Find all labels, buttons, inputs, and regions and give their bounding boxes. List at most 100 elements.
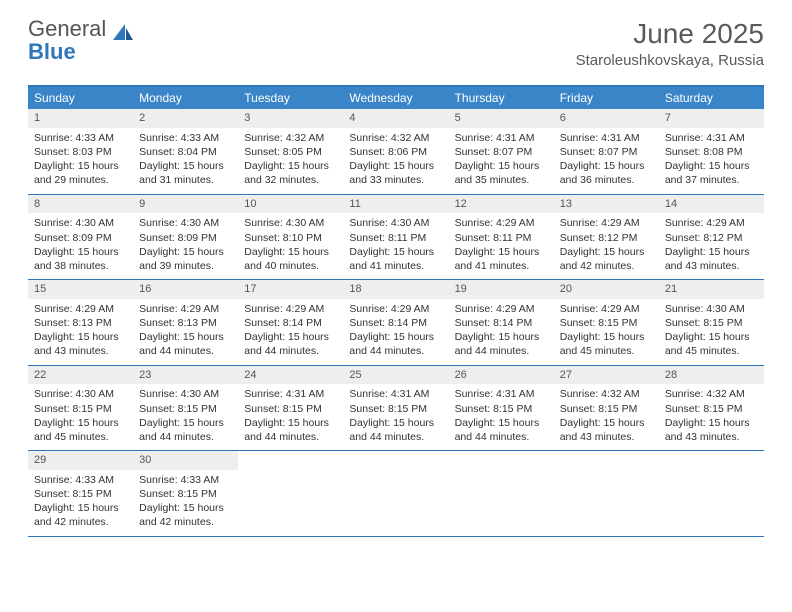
day-body: Sunrise: 4:29 AMSunset: 8:14 PMDaylight:… [343,299,448,365]
day-cell [238,451,343,536]
day-cell: 10Sunrise: 4:30 AMSunset: 8:10 PMDayligh… [238,195,343,280]
day-number: 23 [133,366,238,385]
day-cell [659,451,764,536]
sunrise-line: Sunrise: 4:30 AM [349,216,442,230]
day-body: Sunrise: 4:30 AMSunset: 8:10 PMDaylight:… [238,213,343,279]
sunset-line: Sunset: 8:05 PM [244,145,337,159]
day-number: 17 [238,280,343,299]
day-cell: 1Sunrise: 4:33 AMSunset: 8:03 PMDaylight… [28,109,133,194]
day-body: Sunrise: 4:29 AMSunset: 8:12 PMDaylight:… [659,213,764,279]
day-cell: 19Sunrise: 4:29 AMSunset: 8:14 PMDayligh… [449,280,554,365]
daylight-line: Daylight: 15 hours and 44 minutes. [349,416,442,444]
daylight-line: Daylight: 15 hours and 43 minutes. [560,416,653,444]
day-cell: 15Sunrise: 4:29 AMSunset: 8:13 PMDayligh… [28,280,133,365]
sunset-line: Sunset: 8:03 PM [34,145,127,159]
sunrise-line: Sunrise: 4:32 AM [665,387,758,401]
sunrise-line: Sunrise: 4:31 AM [244,387,337,401]
daylight-line: Daylight: 15 hours and 40 minutes. [244,245,337,273]
daylight-line: Daylight: 15 hours and 32 minutes. [244,159,337,187]
day-body: Sunrise: 4:30 AMSunset: 8:15 PMDaylight:… [133,384,238,450]
day-number: 24 [238,366,343,385]
day-cell: 3Sunrise: 4:32 AMSunset: 8:05 PMDaylight… [238,109,343,194]
sunrise-line: Sunrise: 4:33 AM [139,473,232,487]
logo-text-1: General [28,16,106,41]
day-number: 15 [28,280,133,299]
sunset-line: Sunset: 8:14 PM [455,316,548,330]
sunrise-line: Sunrise: 4:33 AM [34,131,127,145]
day-body: Sunrise: 4:33 AMSunset: 8:04 PMDaylight:… [133,128,238,194]
weeks-container: 1Sunrise: 4:33 AMSunset: 8:03 PMDaylight… [28,109,764,537]
sunrise-line: Sunrise: 4:30 AM [34,216,127,230]
day-header-mon: Monday [133,87,238,109]
day-cell: 29Sunrise: 4:33 AMSunset: 8:15 PMDayligh… [28,451,133,536]
day-body: Sunrise: 4:30 AMSunset: 8:15 PMDaylight:… [28,384,133,450]
week-row: 15Sunrise: 4:29 AMSunset: 8:13 PMDayligh… [28,280,764,366]
day-cell: 9Sunrise: 4:30 AMSunset: 8:09 PMDaylight… [133,195,238,280]
day-cell: 18Sunrise: 4:29 AMSunset: 8:14 PMDayligh… [343,280,448,365]
sunrise-line: Sunrise: 4:30 AM [665,302,758,316]
day-cell: 30Sunrise: 4:33 AMSunset: 8:15 PMDayligh… [133,451,238,536]
sunrise-line: Sunrise: 4:29 AM [455,216,548,230]
day-cell: 7Sunrise: 4:31 AMSunset: 8:08 PMDaylight… [659,109,764,194]
day-cell: 12Sunrise: 4:29 AMSunset: 8:11 PMDayligh… [449,195,554,280]
daylight-line: Daylight: 15 hours and 44 minutes. [244,330,337,358]
week-row: 29Sunrise: 4:33 AMSunset: 8:15 PMDayligh… [28,451,764,537]
day-body: Sunrise: 4:30 AMSunset: 8:09 PMDaylight:… [133,213,238,279]
day-cell: 4Sunrise: 4:32 AMSunset: 8:06 PMDaylight… [343,109,448,194]
daylight-line: Daylight: 15 hours and 42 minutes. [34,501,127,529]
day-body: Sunrise: 4:31 AMSunset: 8:07 PMDaylight:… [554,128,659,194]
day-body: Sunrise: 4:31 AMSunset: 8:08 PMDaylight:… [659,128,764,194]
sunrise-line: Sunrise: 4:33 AM [34,473,127,487]
sunset-line: Sunset: 8:14 PM [349,316,442,330]
day-number: 6 [554,109,659,128]
day-body: Sunrise: 4:31 AMSunset: 8:15 PMDaylight:… [449,384,554,450]
day-number: 4 [343,109,448,128]
day-cell [449,451,554,536]
daylight-line: Daylight: 15 hours and 42 minutes. [139,501,232,529]
sunrise-line: Sunrise: 4:29 AM [139,302,232,316]
sunrise-line: Sunrise: 4:30 AM [34,387,127,401]
day-body: Sunrise: 4:32 AMSunset: 8:15 PMDaylight:… [659,384,764,450]
day-cell: 21Sunrise: 4:30 AMSunset: 8:15 PMDayligh… [659,280,764,365]
sunset-line: Sunset: 8:13 PM [34,316,127,330]
day-cell: 6Sunrise: 4:31 AMSunset: 8:07 PMDaylight… [554,109,659,194]
sunset-line: Sunset: 8:15 PM [34,402,127,416]
daylight-line: Daylight: 15 hours and 43 minutes. [665,416,758,444]
day-body: Sunrise: 4:30 AMSunset: 8:11 PMDaylight:… [343,213,448,279]
week-row: 1Sunrise: 4:33 AMSunset: 8:03 PMDaylight… [28,109,764,195]
day-number: 27 [554,366,659,385]
sunrise-line: Sunrise: 4:29 AM [244,302,337,316]
daylight-line: Daylight: 15 hours and 44 minutes. [455,330,548,358]
day-number: 2 [133,109,238,128]
day-body: Sunrise: 4:29 AMSunset: 8:14 PMDaylight:… [449,299,554,365]
day-cell: 13Sunrise: 4:29 AMSunset: 8:12 PMDayligh… [554,195,659,280]
sunrise-line: Sunrise: 4:30 AM [244,216,337,230]
daylight-line: Daylight: 15 hours and 44 minutes. [455,416,548,444]
day-cell: 27 Sunrise: 4:32 AMSunset: 8:15 PMDayligh… [554,366,659,451]
sunset-line: Sunset: 8:13 PM [139,316,232,330]
sunset-line: Sunset: 8:09 PM [139,231,232,245]
sunset-line: Sunset: 8:12 PM [560,231,653,245]
day-header-thu: Thursday [449,87,554,109]
day-body: Sunrise: 4:29 AMSunset: 8:14 PMDaylight:… [238,299,343,365]
day-number: 10 [238,195,343,214]
sunset-line: Sunset: 8:07 PM [560,145,653,159]
sunset-line: Sunset: 8:07 PM [455,145,548,159]
day-body: Sunrise: 4:29 AMSunset: 8:13 PMDaylight:… [133,299,238,365]
day-cell: 16Sunrise: 4:29 AMSunset: 8:13 PMDayligh… [133,280,238,365]
day-body: Sunrise: 4:30 AMSunset: 8:15 PMDaylight:… [659,299,764,365]
sunrise-line: Sunrise: 4:32 AM [560,387,653,401]
day-cell: 28Sunrise: 4:32 AMSunset: 8:15 PMDayligh… [659,366,764,451]
sunset-line: Sunset: 8:14 PM [244,316,337,330]
sunrise-line: Sunrise: 4:31 AM [455,387,548,401]
sunrise-line: Sunrise: 4:31 AM [349,387,442,401]
day-cell: 8Sunrise: 4:30 AMSunset: 8:09 PMDaylight… [28,195,133,280]
sunrise-line: Sunrise: 4:29 AM [349,302,442,316]
sunset-line: Sunset: 8:15 PM [560,402,653,416]
day-cell: 23Sunrise: 4:30 AMSunset: 8:15 PMDayligh… [133,366,238,451]
day-number: 14 [659,195,764,214]
day-cell: 17Sunrise: 4:29 AMSunset: 8:14 PMDayligh… [238,280,343,365]
day-number: 16 [133,280,238,299]
day-body: Sunrise: 4:33 AMSunset: 8:15 PMDaylight:… [133,470,238,536]
day-body: Sunrise: 4:32 AMSunset: 8:06 PMDaylight:… [343,128,448,194]
